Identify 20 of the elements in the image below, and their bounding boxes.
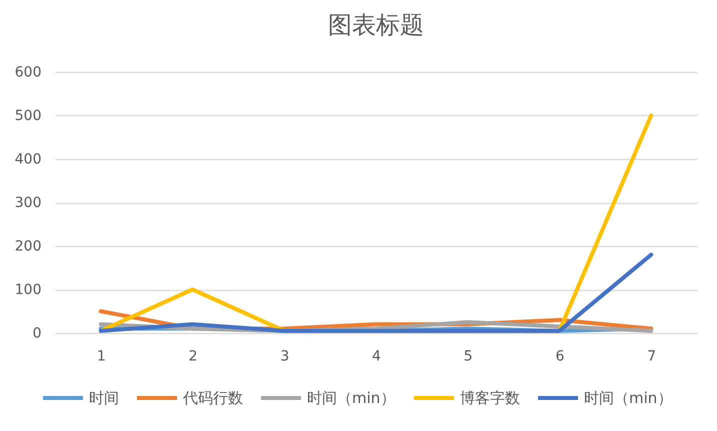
legend-label: 时间 (89, 389, 119, 407)
x-tick-label: 3 (280, 348, 290, 364)
chart-title: 图表标题 (328, 11, 424, 39)
legend-label: 时间（min） (584, 389, 672, 407)
legend-label: 博客字数 (460, 389, 520, 407)
x-tick-label: 6 (555, 348, 564, 364)
y-tick-label: 300 (14, 195, 42, 211)
x-tick-label: 5 (464, 348, 473, 364)
x-tick-label: 1 (96, 348, 106, 364)
y-tick-label: 400 (14, 152, 42, 168)
y-tick-label: 100 (14, 282, 42, 298)
legend-label: 时间（min） (307, 389, 396, 407)
x-tick-label: 4 (372, 348, 382, 364)
y-tick-label: 500 (14, 108, 42, 124)
x-tick-label: 7 (647, 348, 656, 364)
y-tick-label: 200 (14, 238, 42, 254)
legend-label: 代码行数 (182, 389, 243, 407)
y-tick-label: 0 (32, 326, 42, 342)
x-tick-label: 2 (188, 348, 198, 364)
y-tick-label: 600 (14, 64, 42, 80)
